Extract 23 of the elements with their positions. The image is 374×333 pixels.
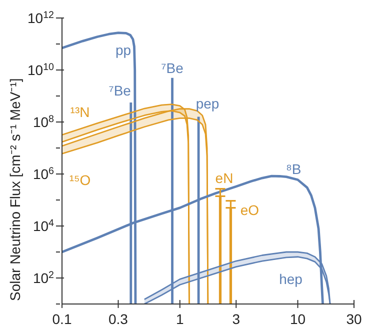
series-label: pp [115, 42, 132, 58]
series-label: ⁷Be [108, 82, 132, 99]
x-tick-label: 30 [346, 311, 362, 327]
series-label: ⁸B [286, 161, 302, 178]
y-tick-label: 10$^{4}$ [32, 218, 55, 234]
series-label: ¹³N [70, 104, 90, 120]
y-tick-label: 10$^{10}$ [28, 62, 55, 78]
x-tick-label: 0.1 [52, 311, 72, 327]
x-tick-label: 10 [290, 311, 306, 327]
y-tick-label: 10$^{6}$ [32, 166, 55, 182]
series-label: eO [240, 202, 260, 218]
series-label: ⁷Be [161, 60, 184, 76]
x-tick-label: 0.3 [108, 311, 128, 327]
series-label: pep [196, 96, 220, 112]
series-label: hep [279, 271, 303, 287]
x-tick-label: 1 [176, 311, 184, 327]
y-tick-label: 10$^{2}$ [32, 270, 54, 286]
y-axis-title: Solar Neutrino Flux [cm⁻² s⁻¹ MeV⁻¹] [6, 78, 23, 301]
series-label: ¹⁵O [69, 172, 91, 188]
series-label: eN [215, 170, 234, 186]
y-tick-label: 10$^{8}$ [32, 114, 55, 130]
y-tick-label: 10$^{12}$ [28, 10, 54, 26]
x-tick-label: 3 [232, 311, 240, 327]
